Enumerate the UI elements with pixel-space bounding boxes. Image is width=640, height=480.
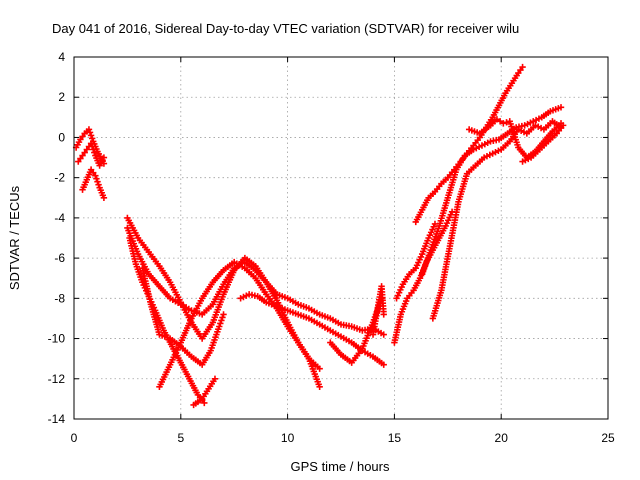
y-tick-label: -2 (54, 171, 65, 185)
y-tick-label: -14 (48, 412, 66, 426)
data-point (493, 116, 501, 123)
data-point (380, 311, 387, 318)
data-point (559, 122, 567, 129)
series-arc-19 (519, 122, 567, 165)
data-point (380, 361, 387, 368)
x-tick-label: 5 (177, 431, 184, 445)
data-point (100, 194, 108, 201)
data-point (219, 314, 226, 321)
x-axis-tick-labels: 0 5 10 15 20 25 (71, 431, 615, 445)
y-axis-title: SDTVAR / TECUs (7, 185, 22, 290)
series-arc-8 (139, 264, 227, 368)
data-point (90, 146, 97, 153)
data-point (500, 120, 507, 127)
data-point (316, 365, 323, 372)
data-point (519, 63, 526, 71)
x-axis-title: GPS time / hours (291, 459, 390, 474)
data-point (92, 172, 99, 179)
chart-title: Day 041 of 2016, Sidereal Day-to-day VTE… (52, 21, 519, 36)
series-arc-3 (79, 166, 108, 201)
series-arc-14 (393, 220, 439, 302)
data-point (100, 154, 108, 161)
y-tick-label: -12 (48, 372, 66, 386)
series-arc-17 (429, 118, 565, 322)
plot-frame (73, 56, 609, 420)
x-tick-label: 20 (495, 431, 509, 445)
data-point (86, 129, 94, 136)
data-point (217, 320, 224, 327)
data-point (94, 178, 101, 185)
data-point (85, 126, 93, 133)
data-point (557, 104, 565, 111)
data-point (88, 143, 96, 150)
series-arc-15 (412, 63, 526, 226)
y-tick-label: -6 (54, 251, 65, 265)
y-tick-label: -10 (48, 332, 66, 346)
y-tick-label: 4 (58, 50, 65, 64)
data-point (316, 383, 323, 391)
x-tick-label: 10 (281, 431, 295, 445)
data-point (201, 399, 208, 407)
series-arc-2 (75, 140, 108, 169)
x-tick-label: 0 (71, 431, 78, 445)
y-axis-tick-labels: -14 -12 -10 -8 -6 -4 -2 0 2 4 (48, 50, 66, 426)
data-point (503, 119, 510, 126)
series-arc-10 (237, 291, 387, 368)
series-arc-12 (369, 283, 387, 338)
series-arc-7 (156, 258, 323, 391)
data-point (496, 118, 504, 125)
y-tick-label: 2 (58, 90, 65, 104)
axis-ticks (73, 56, 609, 420)
data-point (218, 317, 225, 324)
series-arc-9 (190, 375, 219, 409)
data-point (87, 140, 95, 147)
data-point (95, 181, 102, 188)
y-tick-label: 0 (58, 130, 65, 144)
data-point (220, 311, 227, 318)
data-point (93, 175, 100, 182)
data-point (380, 331, 387, 338)
x-tick-label: 25 (601, 431, 615, 445)
data-point (91, 149, 98, 156)
data-point (88, 135, 96, 142)
data-point (211, 375, 219, 382)
x-tick-label: 15 (388, 431, 402, 445)
y-tick-label: -8 (54, 291, 65, 305)
data-series (72, 63, 567, 409)
data-point (87, 132, 95, 139)
y-tick-label: -4 (54, 211, 65, 225)
data-point (216, 323, 223, 330)
